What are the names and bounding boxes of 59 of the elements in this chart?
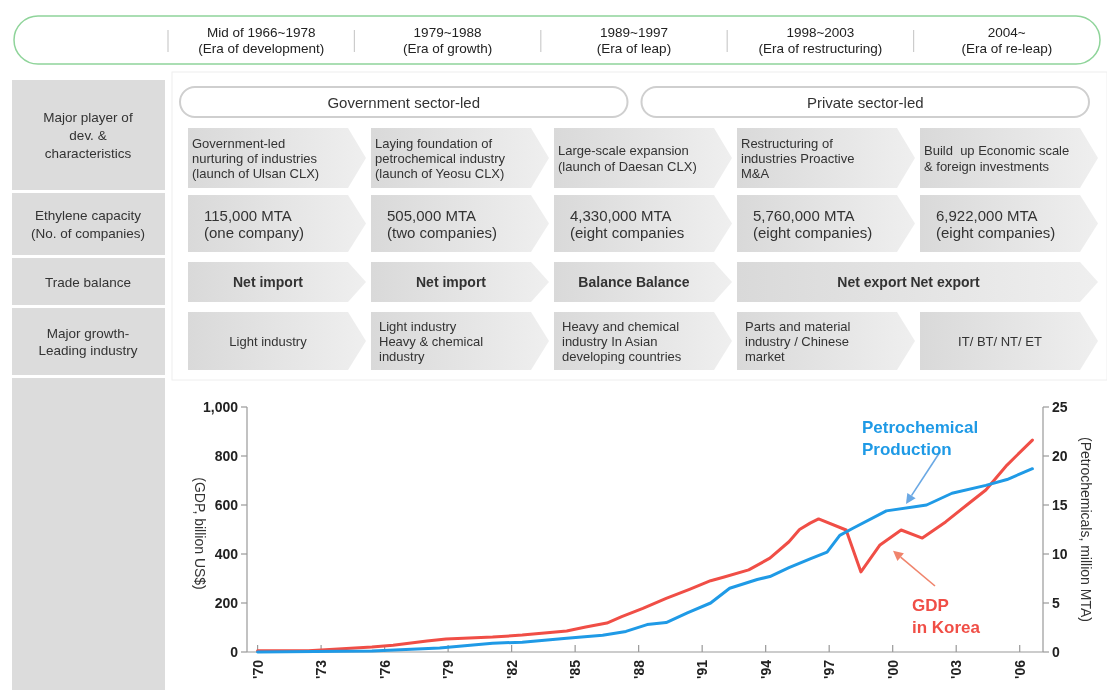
text: Light industry bbox=[229, 333, 307, 349]
category-label: Ethylene capacity (No. of companies) bbox=[30, 207, 146, 241]
category-label: 1998~2003 (Era of restructuring) bbox=[758, 24, 883, 56]
text: 505,000 MTA (two companies) bbox=[387, 206, 498, 241]
x-tick-label: '73 bbox=[313, 659, 330, 679]
x-tick-label: '03 bbox=[948, 659, 965, 679]
y2-tick-label: 0 bbox=[1052, 644, 1060, 660]
text: 4,330,000 MTA (eight companies bbox=[570, 206, 685, 241]
y2-tick-label: 25 bbox=[1052, 399, 1068, 415]
text: 115,000 MTA (one company) bbox=[204, 206, 305, 241]
x-tick-label: '06 bbox=[1011, 659, 1028, 679]
text: Large-scale expansion (launch of Daesan CLX) bbox=[558, 142, 697, 174]
y-tick-label: 400 bbox=[214, 546, 239, 562]
category-label: 2004~ (Era of re-leap) bbox=[961, 24, 1053, 56]
text: Light industry Heavy & chemical industry bbox=[379, 318, 484, 364]
y-tick-label: 1,000 bbox=[202, 399, 239, 415]
text: Balance Balance bbox=[578, 274, 690, 290]
text: Build up Economic scale & foreign investments bbox=[924, 142, 1070, 174]
series-label: Petrochemical Production bbox=[862, 417, 979, 459]
text: GDP in Korea bbox=[912, 595, 981, 637]
text: Laying foundation of petrochemical industry (launch of Yeosu CLX) bbox=[375, 135, 506, 181]
y2-tick-label: 5 bbox=[1052, 595, 1060, 611]
y-tick-label: 0 bbox=[230, 644, 239, 660]
category-label: 1989~1997 (Era of leap) bbox=[596, 24, 672, 56]
text: Net import bbox=[416, 274, 486, 290]
text: Private sector-led bbox=[806, 93, 924, 111]
text: Government-led nurturing of industries (launch of Ulsan CLX) bbox=[192, 135, 320, 181]
category-label: Mid of 1966~1978 (Era of development) bbox=[198, 24, 325, 56]
x-tick-label: '70 bbox=[249, 659, 266, 679]
x-tick-label: '85 bbox=[567, 659, 584, 679]
category-label: 1979~1988 (Era of growth) bbox=[402, 24, 493, 56]
category-label: Major player of dev. & characteristics bbox=[43, 109, 133, 161]
y-axis-title: (GDP, billion US$) bbox=[192, 477, 208, 590]
text: Heavy and chemical industry In Asian developing countries bbox=[562, 318, 682, 364]
text: IT/ BT/ NT/ ET bbox=[958, 333, 1042, 349]
text: Parts and material industry / Chinese market bbox=[745, 318, 851, 364]
text: Government sector-led bbox=[327, 93, 481, 111]
y2-tick-label: 10 bbox=[1052, 546, 1068, 562]
x-tick-label: '82 bbox=[503, 659, 520, 679]
x-tick-label: '88 bbox=[630, 659, 647, 679]
y-tick-label: 800 bbox=[214, 448, 239, 464]
y-tick-label: 200 bbox=[214, 595, 239, 611]
x-tick-label: '76 bbox=[376, 659, 393, 679]
text: Restructuring of industries Proactive M&A bbox=[741, 135, 855, 181]
x-tick-label: '00 bbox=[884, 659, 901, 679]
x-tick-label: '79 bbox=[440, 659, 457, 679]
y2-tick-label: 20 bbox=[1052, 448, 1068, 464]
category-label: Major growth- Leading industry bbox=[38, 325, 138, 358]
text: Net export Net export bbox=[837, 274, 980, 290]
text: 5,760,000 MTA (eight companies) bbox=[753, 206, 873, 241]
x-tick-label: '91 bbox=[694, 659, 711, 679]
text: Net import bbox=[233, 274, 303, 290]
text: 6,922,000 MTA (eight companies) bbox=[936, 206, 1056, 241]
category-label: Trade balance bbox=[45, 274, 131, 289]
y2-tick-label: 15 bbox=[1052, 497, 1068, 513]
x-tick-label: '94 bbox=[757, 659, 774, 679]
y-tick-label: 600 bbox=[214, 497, 239, 513]
x-tick-label: '97 bbox=[821, 659, 838, 679]
y2-axis-title: (Petrochemicals, million MTA) bbox=[1078, 437, 1094, 622]
